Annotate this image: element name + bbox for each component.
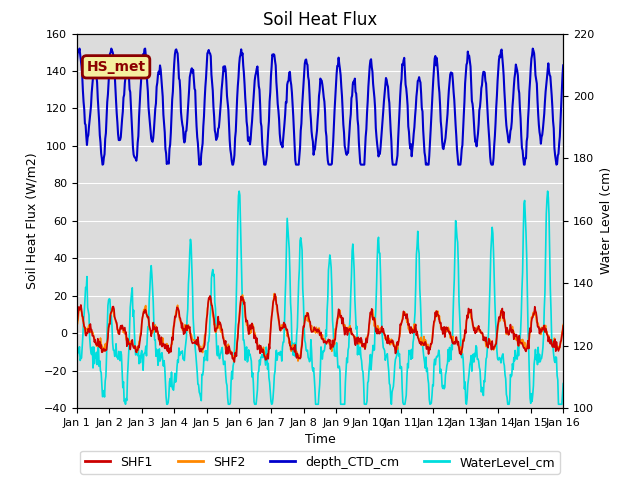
Y-axis label: Water Level (cm): Water Level (cm): [600, 167, 612, 275]
Title: Soil Heat Flux: Soil Heat Flux: [263, 11, 377, 29]
X-axis label: Time: Time: [305, 433, 335, 446]
Legend: SHF1, SHF2, depth_CTD_cm, WaterLevel_cm: SHF1, SHF2, depth_CTD_cm, WaterLevel_cm: [80, 451, 560, 474]
Text: HS_met: HS_met: [86, 60, 146, 74]
Y-axis label: Soil Heat Flux (W/m2): Soil Heat Flux (W/m2): [25, 153, 38, 289]
